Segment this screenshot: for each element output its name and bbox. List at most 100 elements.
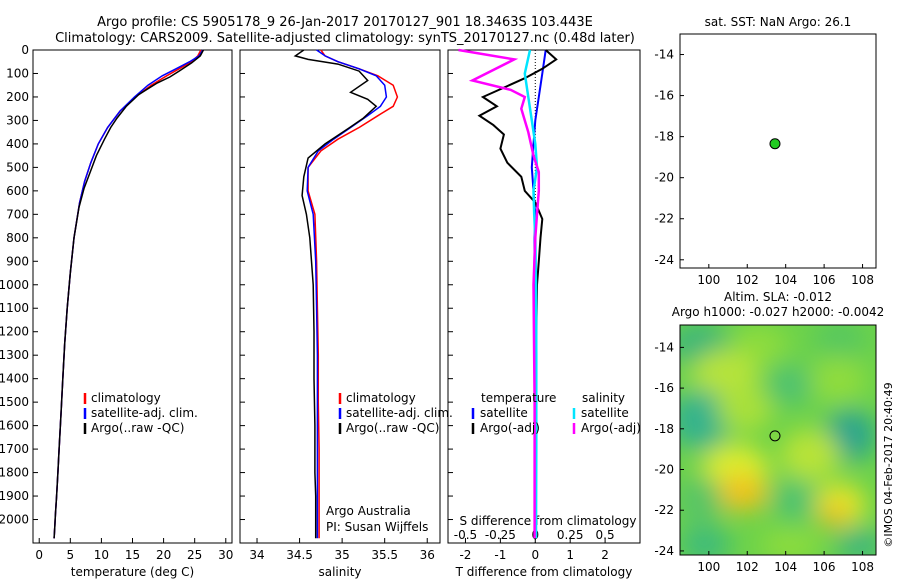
y-tick-label: -24	[654, 544, 674, 558]
sla-anomaly-blob	[691, 349, 759, 401]
sla-blobs	[680, 325, 876, 555]
x-tick-label: 102	[736, 273, 759, 287]
x-tick-label: 106	[813, 273, 836, 287]
sla-color-field	[680, 325, 876, 555]
annotation-line: Argo Australia	[326, 504, 411, 518]
y-tick-label: 1100	[0, 301, 29, 315]
y-tick-label: 200	[6, 90, 29, 104]
legend-label: Argo(..raw -QC)	[91, 421, 184, 435]
legend-title: temperature	[481, 391, 556, 405]
y-tick-label: 600	[6, 184, 29, 198]
x-tick-label: 0	[531, 548, 539, 562]
salinity-panel: 34 34.5 35 35.5 36 salinity Argo Australia PI: …	[239, 49, 453, 579]
sla-map-panel: 100 102 104 106 108 -14 -16 -18 -20 -22 -24 Altim. …	[654, 290, 884, 574]
s-tick-label: -0.5	[454, 528, 477, 542]
x-tick-label: 34.5	[286, 548, 313, 562]
x-tick-label: -2	[459, 548, 471, 562]
plot-frame	[32, 49, 233, 544]
x-tick-label: 2	[601, 548, 609, 562]
sla-anomaly-blob	[780, 429, 840, 481]
map-title: sat. SST: NaN Argo: 26.1	[705, 15, 852, 29]
y-tick-label: 100	[6, 66, 29, 80]
y-tick-label: 800	[6, 231, 29, 245]
sla-anomaly-blob	[680, 527, 731, 555]
x-tick-label: 104	[774, 560, 797, 574]
x-tick-label: 108	[851, 560, 874, 574]
plot-frame	[447, 49, 641, 544]
sla-anomaly-blob	[760, 527, 820, 555]
s-tick-label: -0.25	[485, 528, 516, 542]
plot-frame	[239, 49, 441, 544]
x-tick-label: 36	[420, 548, 435, 562]
x-tick-label: 34	[249, 548, 264, 562]
x-tick-label: 1	[566, 548, 574, 562]
y-tick-label: 300	[6, 113, 29, 127]
x-tick-label: 100	[697, 273, 720, 287]
sla-anomaly-blob	[716, 475, 768, 511]
x-axis-label: T difference from climatology	[455, 565, 633, 579]
sla-anomaly-blob	[814, 325, 866, 360]
y-tick-label: 1700	[0, 442, 29, 456]
legend-label: satellite	[480, 406, 528, 420]
x-tick-label: 10	[94, 548, 109, 562]
series-line-1	[306, 49, 388, 539]
x-tick-label: 15	[125, 548, 140, 562]
float-position-marker	[769, 430, 781, 442]
float-position-marker	[769, 138, 781, 150]
y-tick-label: -16	[654, 89, 674, 103]
map-subtitle: Argo h1000: -0.027 h2000: -0.0042	[672, 305, 885, 319]
s-tick-label: 0.25	[557, 528, 584, 542]
y-tick-label: 0	[21, 43, 29, 57]
legend-label: satellite-adj. clim.	[91, 406, 198, 420]
y-tick-label: 500	[6, 160, 29, 174]
series-line-0	[307, 49, 399, 539]
x-tick-label: 108	[851, 273, 874, 287]
y-tick-label: 1500	[0, 395, 29, 409]
legend-label: Argo(-adj)	[581, 421, 641, 435]
sla-anomaly-blob	[821, 503, 849, 527]
map-frame	[679, 324, 877, 556]
legend-label: climatology	[346, 391, 416, 405]
y-tick-label: 700	[6, 207, 29, 221]
map-title: Altim. SLA: -0.012	[724, 290, 832, 304]
header-line2: Climatology: CARS2009. Satellite-adjuste…	[55, 31, 635, 46]
x-tick-label: 100	[697, 560, 720, 574]
legend-label: climatology	[91, 391, 161, 405]
y-tick-label: 1800	[0, 466, 29, 480]
temperature-panel: 0 5 10 15 20 25 300100200300400500600700800900…	[0, 43, 233, 579]
sst-map-panel: 100 102 104 106 108 -14 -16 -18 -20 -22 -24 sat. SS…	[654, 15, 877, 287]
x-tick-label: 0	[35, 548, 43, 562]
y-tick-label: -18	[654, 130, 674, 144]
x-axis-label: temperature (deg C)	[71, 565, 194, 579]
sla-anomaly-blob	[717, 388, 773, 432]
y-tick-label: 900	[6, 254, 29, 268]
legend-label: satellite	[581, 406, 629, 420]
sla-anomaly-blob	[680, 390, 730, 450]
legend-label: Argo(..raw -QC)	[346, 421, 439, 435]
y-tick-label: 1000	[0, 278, 29, 292]
y-tick-label: -14	[654, 340, 674, 354]
series-line-1	[477, 49, 558, 539]
y-tick-label: -20	[654, 171, 674, 185]
header-line1: Argo profile: CS 5905178_9 26-Jan-2017 2…	[97, 15, 593, 30]
y-tick-label: 1900	[0, 489, 29, 503]
x-tick-label: 35	[334, 548, 349, 562]
y-tick-label: 1300	[0, 348, 29, 362]
sla-anomaly-blob	[836, 529, 876, 555]
y-tick-label: -24	[654, 253, 674, 267]
series-line-2	[523, 49, 539, 539]
legend-label: satellite-adj. clim.	[346, 406, 453, 420]
sla-anomaly-blob	[766, 365, 814, 405]
y-tick-label: -22	[654, 212, 674, 226]
series-line-0	[53, 49, 202, 539]
x-axis-label: salinity	[318, 565, 361, 579]
x-tick-label: 106	[813, 560, 836, 574]
y-tick-label: -14	[654, 48, 674, 62]
x-tick-label: -1	[494, 548, 506, 562]
imos-stamp: ©IMOS 04-Feb-2017 20:40:49	[882, 382, 895, 547]
series-line-3	[458, 48, 541, 539]
y-tick-label: 1200	[0, 325, 29, 339]
x-tick-label: 102	[736, 560, 759, 574]
legend-label: Argo(-adj)	[480, 421, 540, 435]
sla-anomaly-blob	[773, 478, 817, 522]
